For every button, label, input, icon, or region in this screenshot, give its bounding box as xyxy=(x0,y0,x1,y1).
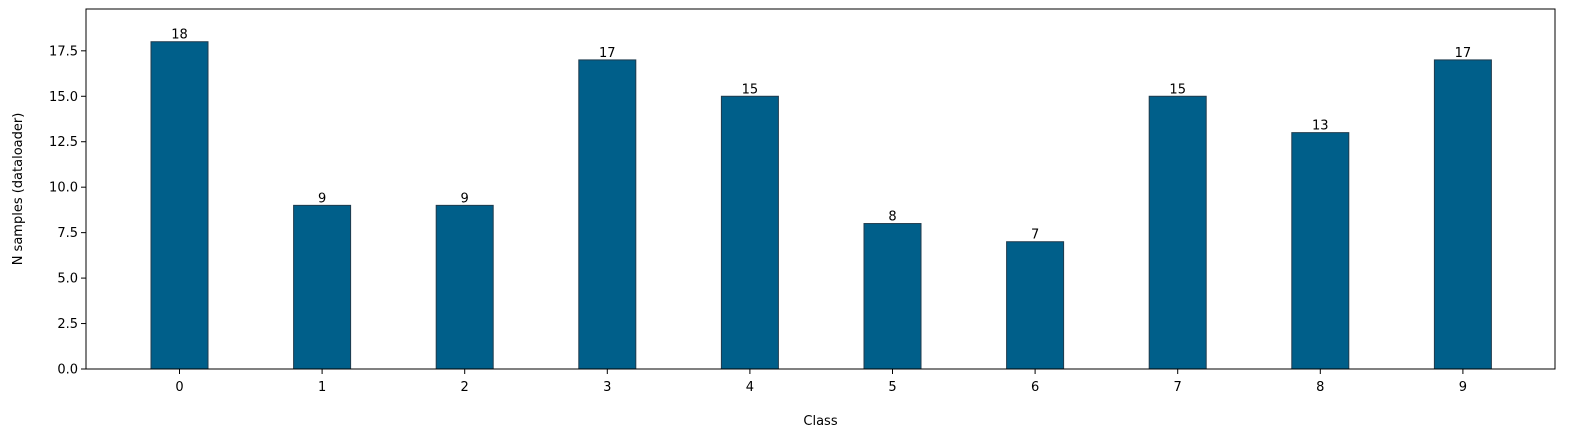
x-tick-label: 2 xyxy=(461,380,469,395)
y-tick-label: 12.5 xyxy=(49,135,78,150)
bar-class-7 xyxy=(1148,95,1207,370)
x-tick-label: 0 xyxy=(175,380,183,395)
y-tick-label: 0.0 xyxy=(57,363,78,378)
bar-value-label: 17 xyxy=(599,46,616,61)
bar-class-0 xyxy=(150,41,209,370)
y-tick-label: 7.5 xyxy=(57,226,78,241)
bar-value-label: 17 xyxy=(1455,46,1472,61)
y-tick-label: 17.5 xyxy=(49,44,78,59)
bar-value-label: 13 xyxy=(1312,119,1329,134)
bar-class-2 xyxy=(435,204,494,370)
x-tick-label: 5 xyxy=(888,380,896,395)
bar-value-label: 8 xyxy=(888,210,896,225)
x-tick-label: 6 xyxy=(1031,380,1039,395)
bar-value-label: 7 xyxy=(1031,228,1039,243)
y-axis-label: N samples (dataloader) xyxy=(11,113,26,266)
x-tick-label: 8 xyxy=(1316,380,1324,395)
y-tick-label: 5.0 xyxy=(57,272,78,287)
bar-value-label: 15 xyxy=(1169,82,1186,97)
x-axis-label: Class xyxy=(803,414,837,429)
y-tick-label: 10.0 xyxy=(49,181,78,196)
bar-value-label: 9 xyxy=(318,191,326,206)
y-tick-label: 2.5 xyxy=(57,317,78,332)
x-tick-label: 4 xyxy=(746,380,754,395)
data-labels-group: 18 9 9 17 15 8 7 15 13 17 xyxy=(171,28,1471,243)
x-tick-label: 3 xyxy=(603,380,611,395)
bar-class-3 xyxy=(578,59,637,370)
bar-class-5 xyxy=(863,223,922,370)
bar-value-label: 18 xyxy=(171,28,188,43)
bar-class-9 xyxy=(1433,59,1492,370)
bar-class-6 xyxy=(1006,241,1065,370)
x-tick-label: 1 xyxy=(318,380,326,395)
y-axis-ticks: 0.0 2.5 5.0 7.5 10.0 12.5 15.0 17.5 xyxy=(49,44,86,378)
bar-class-1 xyxy=(293,204,352,370)
bar-value-label: 15 xyxy=(742,82,759,97)
bar-class-8 xyxy=(1291,132,1350,370)
x-tick-label: 7 xyxy=(1174,380,1182,395)
x-tick-label: 9 xyxy=(1459,380,1467,395)
bar-value-label: 9 xyxy=(461,191,469,206)
plot-frame xyxy=(85,8,1556,370)
x-axis-ticks: 0 1 2 3 4 5 6 7 8 9 xyxy=(175,369,1467,395)
bars-group xyxy=(150,41,1492,370)
bar-class-4 xyxy=(720,95,779,370)
y-tick-label: 15.0 xyxy=(49,90,78,105)
